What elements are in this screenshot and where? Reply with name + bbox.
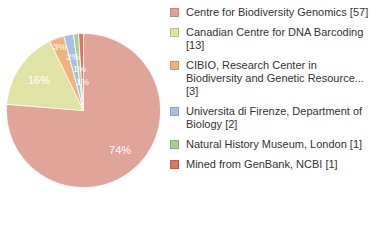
html-text:Centre for Biodiversity Genomi: Centre for Biodiversity Genomics [57] <box>186 6 369 18</box>
html-text:CIBIO, Research Center in Biod: CIBIO, Research Center in Biodiversity a… <box>186 59 364 97</box>
html-text:Natural History Museum, London: Natural History Museum, London [1] <box>186 138 363 150</box>
svg-text:3%: 3% <box>53 42 66 52</box>
svg-text:1%: 1% <box>76 77 89 87</box>
svg-text:74%: 74% <box>109 144 131 156</box>
svg-text:2%: 2% <box>66 52 79 62</box>
svg-text:16%: 16% <box>28 74 50 86</box>
html-text:Canadian Centre for DNA Barcod: Canadian Centre for DNA Barcoding [13] <box>186 26 364 51</box>
svg-text:1%: 1% <box>73 64 86 74</box>
html-text:Universita di Firenze, Departm: Universita di Firenze, Department of Bio… <box>186 105 363 130</box>
html-text:Mined from GenBank, NCBI [1]: Mined from GenBank, NCBI [1] <box>186 158 338 170</box>
